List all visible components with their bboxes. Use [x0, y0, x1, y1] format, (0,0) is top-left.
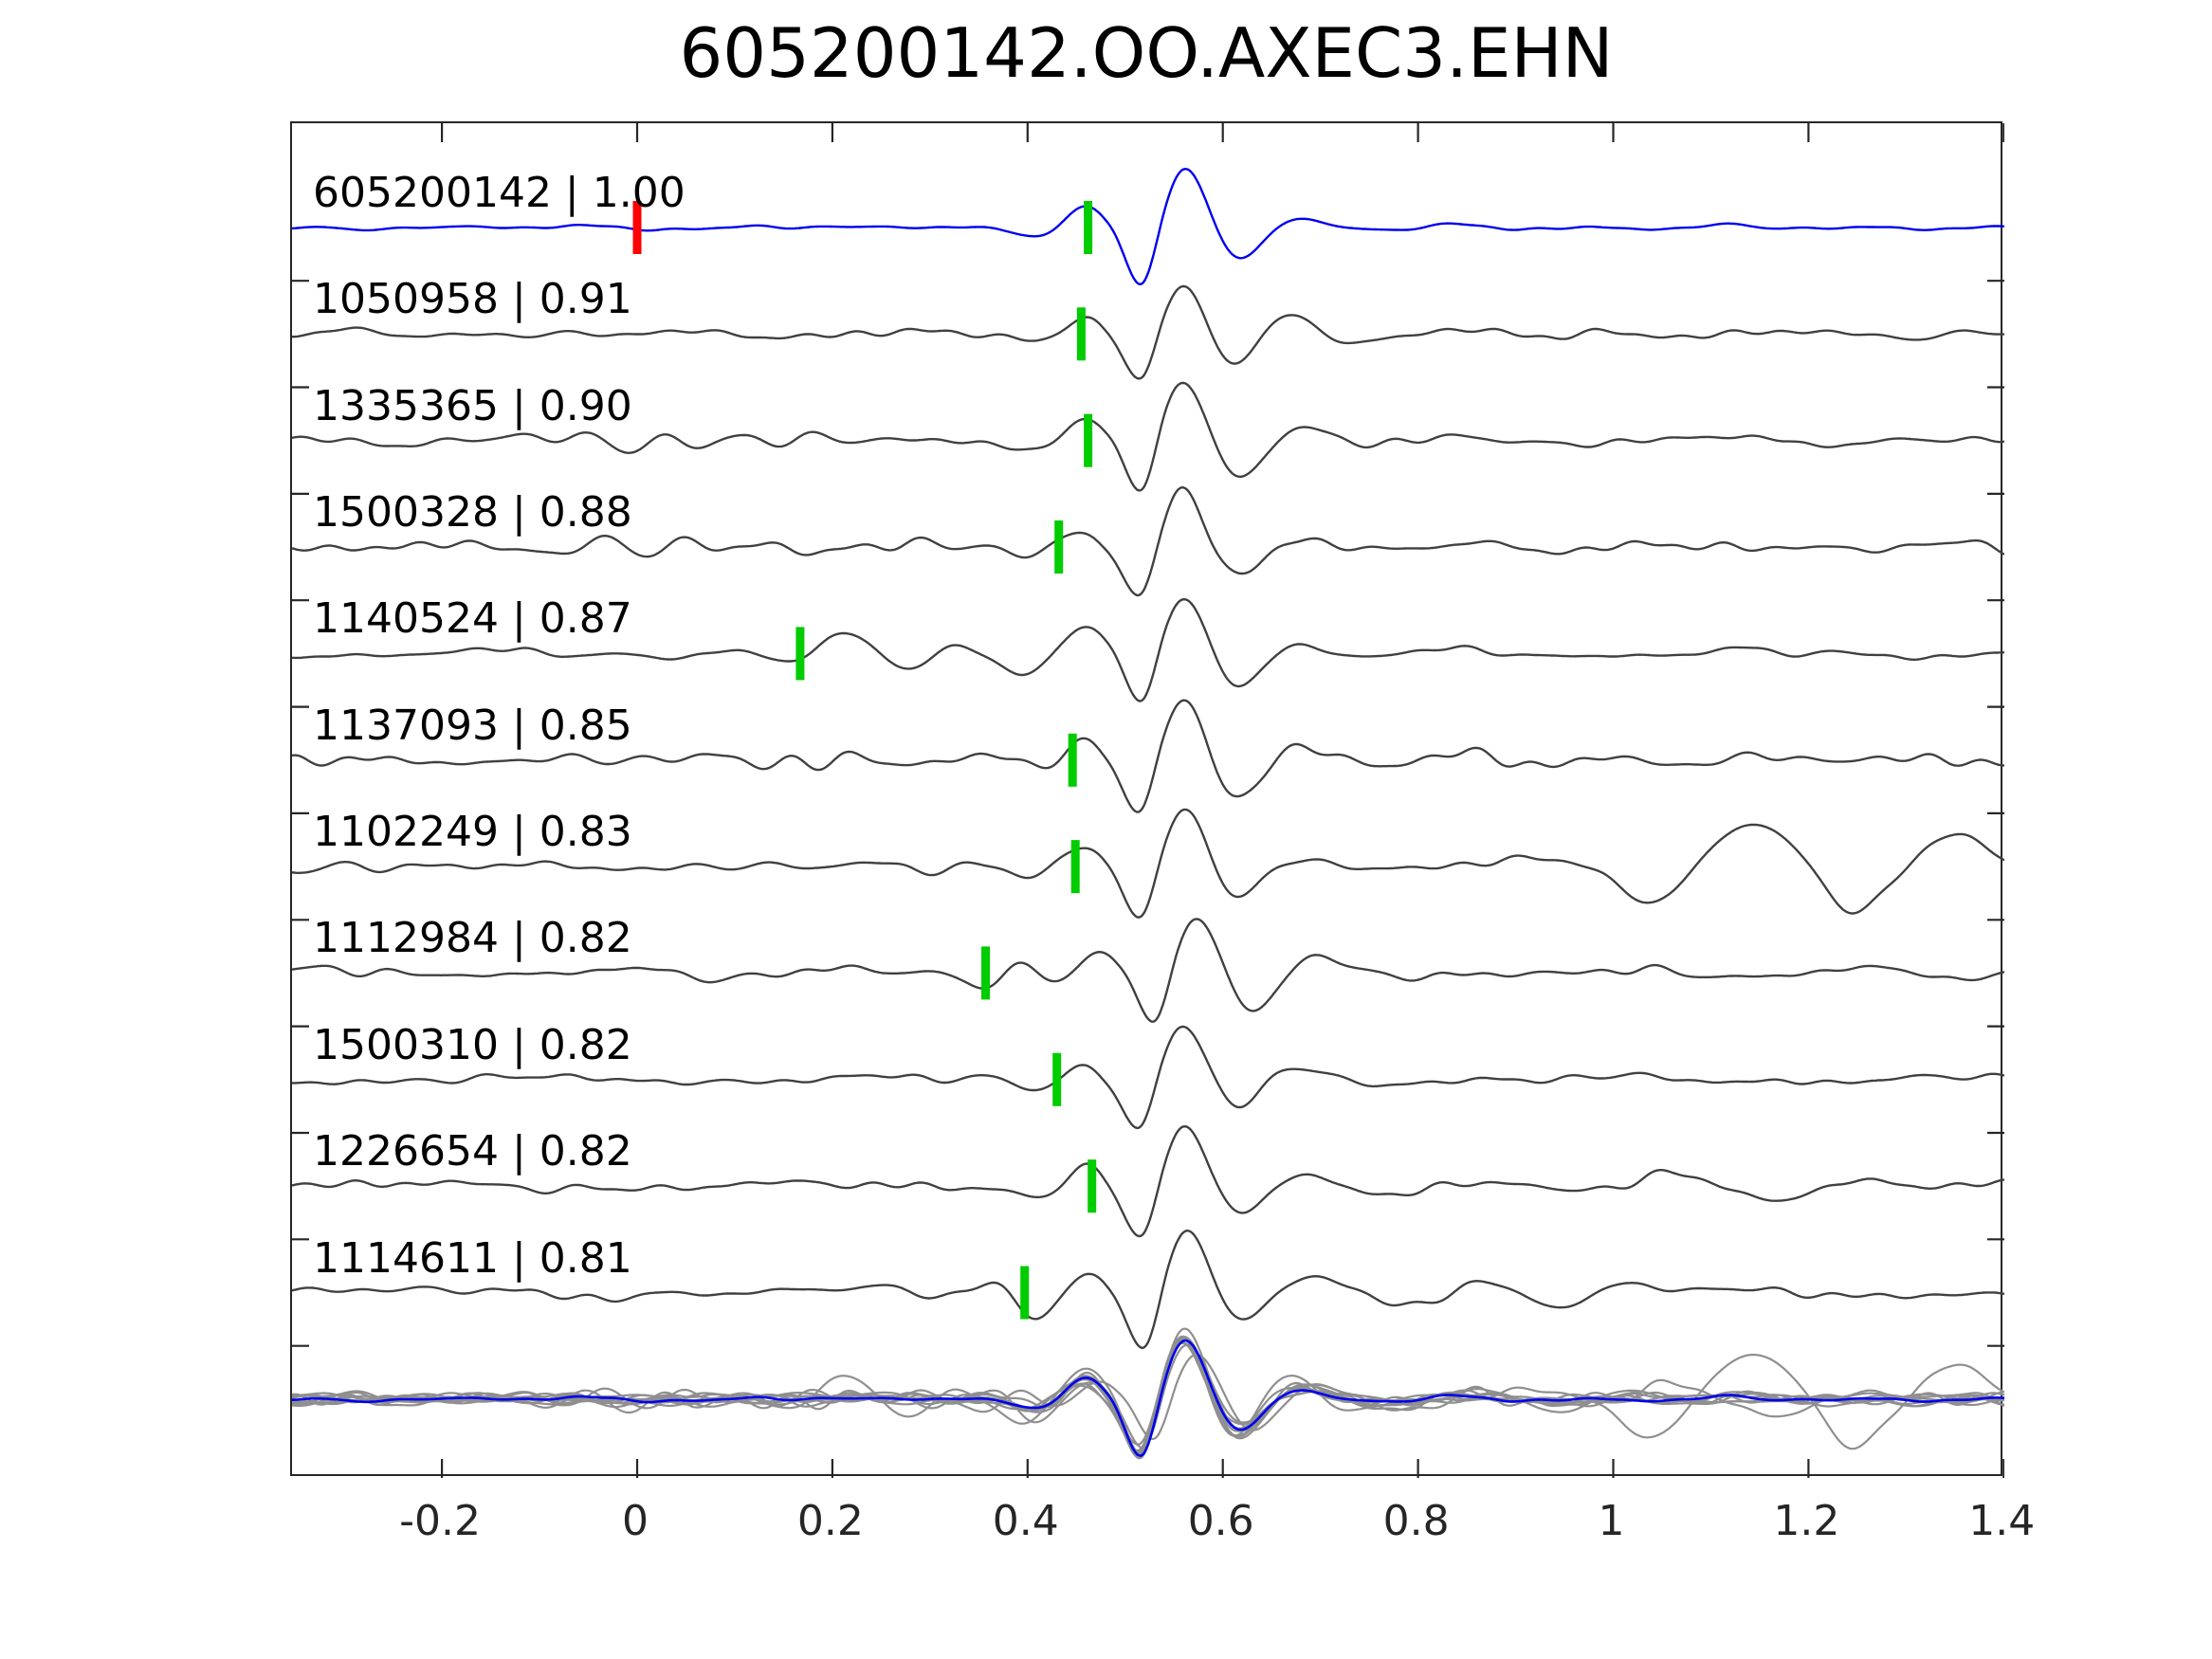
trace-label-1140524: 1140524 | 0.87 — [313, 594, 632, 644]
figure-title: 605200142.OO.AXEC3.EHN — [679, 13, 1614, 93]
pick-marker-1226654 — [1088, 1159, 1097, 1213]
waveform-trace-605200142 — [292, 168, 2004, 285]
origin-marker — [632, 201, 642, 254]
waveform-trace-1335365 — [292, 381, 2004, 492]
trace-label-1500310: 1500310 | 0.82 — [313, 1020, 632, 1069]
x-tick-label-1.4: 1.4 — [1968, 1497, 2036, 1545]
pick-marker-1050958 — [1076, 307, 1086, 361]
trace-label-1335365: 1335365 | 0.90 — [313, 381, 632, 430]
pick-marker-1102249 — [1070, 840, 1080, 894]
trace-label-1500328: 1500328 | 0.88 — [313, 488, 632, 538]
waveform-trace-1500310 — [292, 1025, 2004, 1130]
x-tick-label-1: 1 — [1598, 1497, 1625, 1545]
waveform-trace-1226654 — [292, 1125, 2004, 1238]
x-tick-label-0.8: 0.8 — [1382, 1497, 1450, 1545]
x-tick-label-0.4: 0.4 — [992, 1497, 1059, 1545]
pick-marker-1137093 — [1068, 733, 1077, 787]
trace-label-1137093: 1137093 | 0.85 — [313, 701, 632, 750]
trace-label-1114611: 1114611 | 0.81 — [313, 1233, 632, 1283]
pick-marker-1500310 — [1052, 1052, 1062, 1106]
x-tick-label--0.2: -0.2 — [399, 1497, 482, 1545]
trace-label-1226654: 1226654 | 0.82 — [313, 1127, 632, 1176]
x-tick-label-1.2: 1.2 — [1773, 1497, 1840, 1545]
waveform-trace-1500328 — [292, 486, 2004, 597]
waveform-trace-1137093 — [292, 699, 2004, 813]
waveform-trace-1114611 — [292, 1230, 2004, 1350]
x-tick-label-0.6: 0.6 — [1187, 1497, 1254, 1545]
x-tick-label-0: 0 — [622, 1497, 649, 1545]
waveform-plot-canvas — [292, 123, 2004, 1478]
plot-area — [290, 121, 2004, 1478]
waveform-trace-1050958 — [292, 284, 2004, 380]
pick-marker-605200142 — [1084, 201, 1093, 254]
pick-marker-1140524 — [795, 627, 805, 681]
pick-marker-1114611 — [1020, 1266, 1030, 1320]
trace-label-605200142: 605200142 | 1.00 — [313, 169, 686, 217]
waveform-trace-1102249 — [292, 808, 2004, 919]
pick-marker-1112984 — [981, 946, 990, 1000]
trace-label-1050958: 1050958 | 0.91 — [313, 275, 632, 324]
pick-marker-1500328 — [1054, 520, 1064, 574]
stack-template-trace — [292, 1339, 2004, 1457]
pick-marker-1335365 — [1084, 413, 1093, 467]
waveform-trace-1112984 — [292, 918, 2004, 1023]
trace-label-1102249: 1102249 | 0.83 — [313, 808, 632, 857]
x-tick-label-0.2: 0.2 — [796, 1497, 864, 1545]
trace-label-1112984: 1112984 | 0.82 — [313, 914, 632, 963]
waveform-trace-1140524 — [292, 598, 2004, 702]
